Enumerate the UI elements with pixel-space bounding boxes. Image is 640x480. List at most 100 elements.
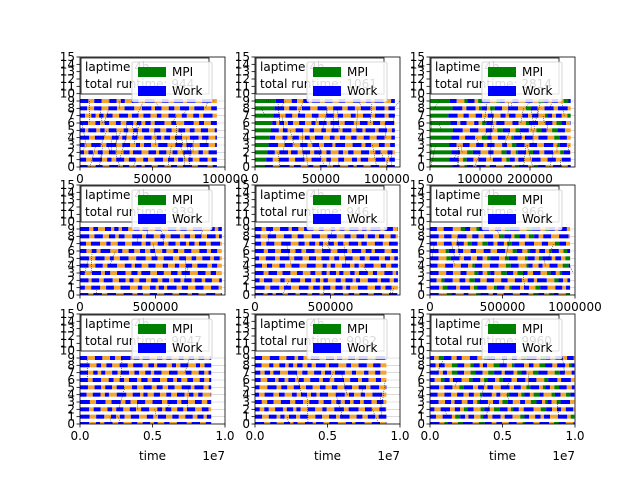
work-bar bbox=[385, 285, 392, 290]
comm-line bbox=[371, 409, 380, 424]
lap-bar bbox=[338, 363, 347, 368]
xtick-label: 1.0 bbox=[390, 429, 409, 443]
work-bar bbox=[173, 249, 179, 253]
lap-bar bbox=[384, 113, 389, 118]
work-bar bbox=[430, 407, 435, 412]
lap-bar bbox=[497, 293, 504, 295]
work-bar bbox=[282, 271, 291, 275]
mpi-bar bbox=[568, 363, 572, 368]
lap-bar bbox=[259, 385, 268, 390]
lap-bar bbox=[392, 271, 397, 275]
lap-bar bbox=[367, 121, 374, 125]
mpi-bar bbox=[545, 400, 548, 404]
work-bar bbox=[346, 285, 351, 290]
work-bar bbox=[360, 157, 369, 162]
lap-bar bbox=[131, 263, 135, 268]
lap-bar bbox=[374, 234, 380, 239]
comm-line bbox=[100, 152, 103, 160]
work-bar bbox=[199, 143, 209, 147]
lap-bar bbox=[498, 263, 506, 268]
ytick-label: 2 bbox=[242, 145, 250, 159]
work-bar bbox=[293, 422, 298, 424]
xtick-label: 0 bbox=[251, 300, 259, 314]
work-bar bbox=[313, 285, 320, 290]
ytick-label: 12 bbox=[60, 72, 75, 86]
lap-bar bbox=[151, 143, 159, 147]
mpi-bar bbox=[430, 106, 453, 111]
work-bar bbox=[520, 400, 525, 404]
lap-bar bbox=[174, 106, 181, 111]
lap-bar bbox=[373, 263, 381, 268]
work-bar bbox=[145, 241, 151, 246]
lap-bar bbox=[390, 256, 395, 261]
lap-bar bbox=[276, 234, 284, 239]
ytick-label: 1 bbox=[417, 410, 425, 424]
work-bar bbox=[531, 106, 538, 111]
lap-bar bbox=[504, 121, 513, 125]
work-bar bbox=[358, 363, 367, 368]
lap-bar bbox=[466, 121, 475, 125]
comm-line bbox=[522, 272, 526, 288]
lap-bar bbox=[187, 293, 192, 295]
work-bar bbox=[80, 385, 88, 390]
lap-bar bbox=[332, 143, 336, 147]
comm-line bbox=[302, 152, 305, 160]
lap-bar bbox=[142, 234, 147, 239]
lap-bar bbox=[475, 135, 482, 140]
lap-bar bbox=[112, 422, 119, 424]
lap-bar bbox=[287, 150, 292, 155]
work-bar bbox=[384, 227, 393, 231]
work-bar bbox=[393, 278, 398, 283]
work-bar bbox=[181, 285, 189, 290]
lap-bar bbox=[500, 414, 505, 419]
ytick-label: 7 bbox=[242, 237, 250, 251]
work-bar bbox=[299, 293, 308, 295]
lap-bar bbox=[486, 106, 491, 111]
lap-bar bbox=[378, 165, 387, 167]
mpi-bar bbox=[469, 278, 475, 283]
work-bar bbox=[463, 113, 469, 118]
lap-bar bbox=[321, 150, 327, 155]
mpi-bar bbox=[478, 99, 483, 103]
work-bar bbox=[551, 249, 559, 253]
comm-line bbox=[154, 100, 160, 109]
lap-bar bbox=[140, 143, 145, 147]
work-bar bbox=[123, 150, 130, 155]
work-bar bbox=[154, 157, 164, 162]
comm-line bbox=[298, 108, 300, 116]
lap-bar bbox=[191, 278, 195, 283]
lap-bar bbox=[482, 263, 490, 268]
lap-bar bbox=[319, 378, 323, 382]
work-bar bbox=[180, 106, 190, 111]
mpi-bar bbox=[479, 392, 483, 397]
lap-bar bbox=[207, 157, 212, 162]
work-bar bbox=[545, 385, 550, 390]
lap-bar bbox=[137, 422, 143, 424]
mpi-bar bbox=[255, 106, 275, 111]
work-bar bbox=[528, 363, 534, 368]
work-bar bbox=[266, 227, 273, 231]
lap-bar bbox=[272, 278, 281, 283]
lap-bar bbox=[384, 143, 391, 147]
ytick-label: 7 bbox=[417, 366, 425, 380]
work-bar bbox=[522, 113, 529, 118]
work-bar bbox=[448, 422, 453, 424]
work-bar bbox=[154, 121, 165, 125]
lap-bar bbox=[350, 234, 357, 239]
lap-bar bbox=[124, 414, 131, 419]
work-bar bbox=[457, 392, 464, 397]
work-bar bbox=[281, 249, 291, 253]
legend-label-work: Work bbox=[172, 84, 202, 98]
work-bar bbox=[80, 407, 90, 412]
lap-bar bbox=[299, 263, 307, 268]
work-bar bbox=[478, 385, 484, 390]
comm-line bbox=[306, 152, 308, 167]
lap-bar bbox=[562, 356, 568, 360]
comm-line bbox=[506, 394, 511, 403]
comm-line bbox=[154, 130, 156, 146]
lap-bar bbox=[130, 400, 138, 404]
lap-bar bbox=[166, 363, 172, 368]
work-bar bbox=[430, 263, 438, 268]
work-bar bbox=[162, 278, 170, 283]
